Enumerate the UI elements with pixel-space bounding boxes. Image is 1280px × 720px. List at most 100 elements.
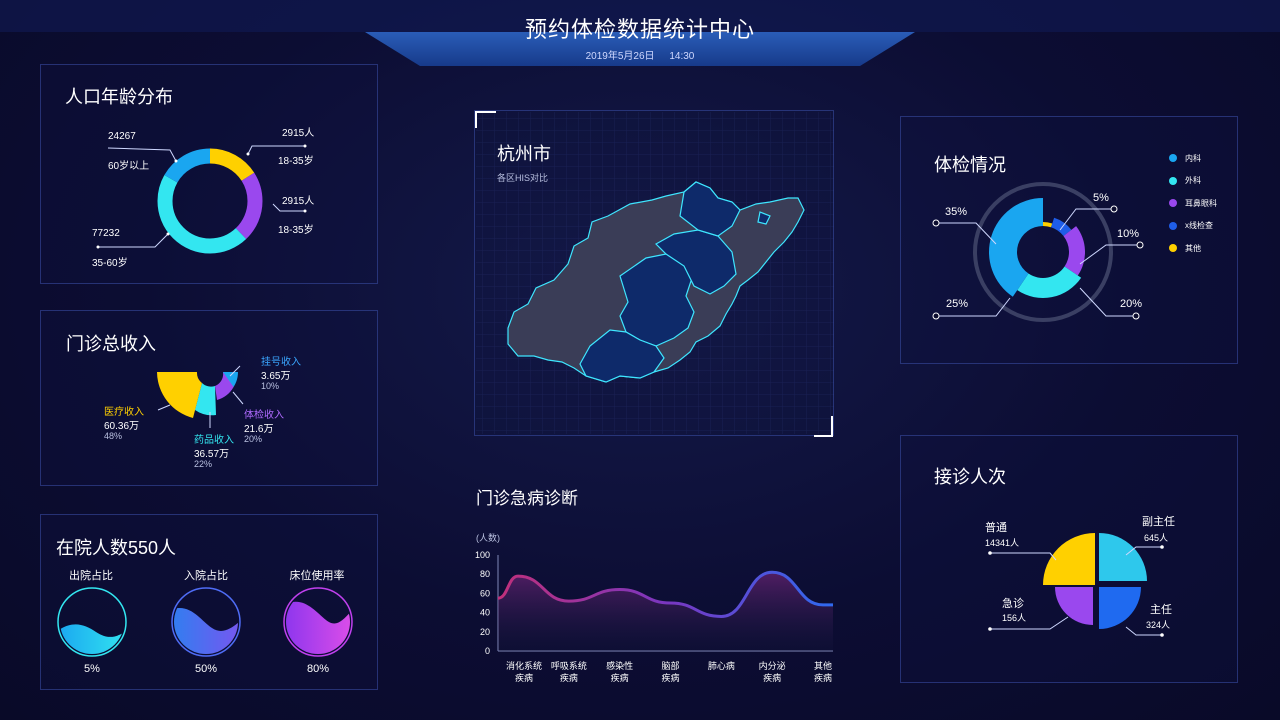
outer-ring	[973, 182, 1113, 322]
y-tick-label: 80	[480, 569, 490, 579]
leader-dot	[1136, 241, 1144, 249]
revenue-name: 体检收入	[244, 410, 284, 421]
gauge-label: 入院占比	[184, 570, 228, 582]
gauge-ring	[283, 587, 353, 657]
rose-slice-内科	[989, 198, 1043, 297]
leader-line	[1079, 244, 1140, 265]
legend-label: 耳鼻眼科	[1185, 198, 1217, 208]
x-tick-label: 肺心病	[708, 660, 735, 671]
slice-name-label: 主任	[1150, 603, 1172, 616]
emergency-title: 门诊急病诊断	[476, 489, 578, 508]
slice-value-label: 324人	[1146, 620, 1170, 630]
leader-dot	[988, 551, 992, 555]
inpatient-panel-title: 在院人数550人	[56, 538, 177, 558]
gauge-label: 出院占比	[69, 570, 113, 582]
y-tick-label: 100	[475, 550, 490, 560]
legend-item: 其他	[1169, 237, 1217, 260]
rose-slice-medicine	[195, 383, 216, 416]
gauge-wave-admission	[174, 608, 238, 654]
area-fill	[498, 572, 833, 651]
revenue-name: 挂号收入	[261, 357, 301, 368]
revenue-amount: 3.65万	[261, 371, 291, 382]
revenue-percent: 10%	[261, 381, 280, 391]
leader-line	[990, 552, 1057, 561]
leader-dot	[1110, 205, 1118, 213]
gauge-value: 5%	[84, 663, 100, 675]
series-line	[497, 570, 833, 618]
revenue-name: 医疗收入	[104, 407, 144, 418]
slice-value-label: 156人	[1002, 613, 1026, 623]
leader-line	[936, 297, 1011, 317]
leader-line	[1079, 287, 1136, 317]
leader-dot	[1160, 545, 1164, 549]
leader-dot	[932, 312, 940, 320]
rose-slice-其他	[1043, 222, 1053, 228]
age-label-value: 77232	[92, 228, 120, 239]
slice-value-label: 645人	[1144, 533, 1168, 543]
pie-slice-急诊	[1055, 587, 1093, 625]
x-tick-label: 呼吸系统疾病	[551, 660, 587, 683]
leader-line	[1125, 546, 1162, 556]
y-tick-label: 60	[480, 588, 490, 598]
map-title: 杭州市	[497, 144, 551, 164]
age-label-name: 18-35岁	[278, 225, 314, 236]
age-label-value: 24267	[108, 131, 136, 142]
legend-label: 其他	[1185, 243, 1201, 253]
revenue-name: 药品收入	[194, 435, 234, 446]
map-subtitle: 各区HIS对比	[497, 173, 549, 183]
gauge-ring	[57, 587, 127, 657]
revenue-percent: 20%	[244, 434, 263, 444]
date-text: 2019年5月26日	[585, 51, 655, 62]
gauge-wave-bed-usage	[286, 601, 350, 654]
revenue-amount: 21.6万	[244, 424, 274, 435]
rose-slice-耳鼻眼科	[1063, 226, 1085, 276]
legend-item: x线检查	[1169, 215, 1217, 238]
x-tick-label: 内分泌疾病	[759, 660, 786, 683]
gauge-value: 50%	[194, 663, 218, 675]
slice-value-label: 10%	[1117, 228, 1139, 240]
page-title: 预约体检数据统计中心	[524, 17, 755, 42]
legend-item: 内科	[1169, 147, 1217, 170]
rose-slice-x线检查	[1051, 217, 1072, 236]
leader-dot	[1160, 633, 1164, 637]
legend-item: 耳鼻眼科	[1169, 192, 1217, 215]
age-label-value: 2915人	[282, 128, 315, 139]
gauge-label: 床位使用率	[289, 570, 345, 582]
revenue-percent: 22%	[194, 459, 213, 469]
hangzhou-map-shape	[507, 181, 805, 383]
inpatient-gauges	[57, 587, 353, 657]
legend-item: 外科	[1169, 170, 1217, 193]
header-bar	[0, 0, 1280, 66]
revenue-rose-chart	[157, 365, 244, 428]
leader-line	[1125, 626, 1162, 636]
rose-slice-medical	[157, 372, 202, 418]
slice-name-label: 普通	[985, 520, 1007, 534]
pie-slice-主任	[1099, 587, 1141, 629]
slice-value-label: 14341人	[985, 538, 1019, 548]
map-panel-decor	[475, 111, 834, 437]
y-tick-label: 0	[485, 646, 490, 656]
age-ring-18-35-right	[157, 148, 263, 254]
x-tick-label: 脑部疾病	[661, 660, 679, 683]
x-tick-label: 其他疾病	[814, 660, 832, 683]
revenue-percent: 48%	[104, 431, 123, 441]
pie-slice-普通	[1043, 533, 1095, 585]
age-ring-60-plus	[157, 148, 263, 254]
slice-value-label: 25%	[946, 298, 968, 310]
leader-line	[936, 222, 997, 245]
x-tick-label: 消化系统疾病	[506, 660, 542, 683]
checkup-rose-chart: 35% 5% 10% 25% 20%	[932, 182, 1144, 322]
leader-line	[990, 616, 1069, 630]
age-donut-chart	[96, 144, 307, 254]
age-ring-35-60	[157, 148, 263, 254]
slice-value-label: 5%	[1093, 192, 1109, 204]
slice-name-label: 急诊	[1002, 596, 1024, 610]
age-label-value: 2915人	[282, 196, 315, 207]
pie-slice-副主任	[1099, 533, 1147, 581]
rose-slice-外科	[1017, 266, 1082, 298]
leader-dot	[932, 219, 940, 227]
slice-name-label: 副主任	[1142, 515, 1175, 528]
revenue-amount: 36.57万	[194, 449, 230, 460]
